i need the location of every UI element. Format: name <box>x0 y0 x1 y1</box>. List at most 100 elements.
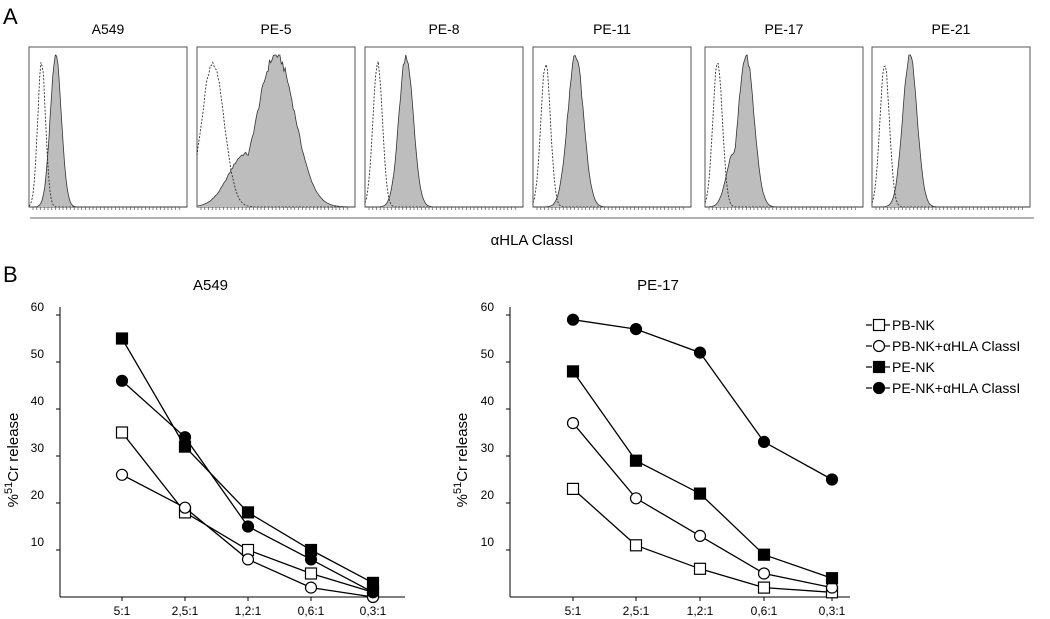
stained-histogram-outline <box>533 54 691 208</box>
y-tick-label: 60 <box>31 300 45 314</box>
x-tick-label: 5:1 <box>114 604 131 618</box>
legend-label: PE-NK <box>892 359 935 375</box>
data-point <box>241 506 255 519</box>
data-point <box>825 473 839 486</box>
y-tick-label: 20 <box>481 488 495 502</box>
histogram-title: PE-11 <box>593 21 631 37</box>
series-square-filled <box>566 365 839 585</box>
histogram-pe-11: PE-11 <box>532 21 692 210</box>
histogram-pe-21: PE-21 <box>871 21 1031 210</box>
stained-histogram-fill <box>705 55 863 207</box>
series-circle-open <box>566 417 839 594</box>
data-point <box>566 365 580 378</box>
y-tick-label: 20 <box>31 488 45 502</box>
legend-label: PB-NK+αHLA ClassI <box>892 338 1020 354</box>
legend-marker <box>872 381 886 395</box>
line-chart-a549: A549 10 20 30 40 50 60 5:1 2,5:1 1,2:1 0,6:1 0,3:1%… <box>3 277 405 618</box>
data-point <box>566 313 580 326</box>
histogram-title: PE-17 <box>765 21 804 37</box>
histogram-title: PE-21 <box>932 21 971 37</box>
data-point <box>693 487 707 500</box>
data-point <box>115 332 129 345</box>
data-point <box>566 482 580 495</box>
data-point <box>757 548 771 561</box>
chart-legend: PB-NK PB-NK+αHLA ClassI PE-NK PE-NK+αHLA Cl… <box>866 317 1020 396</box>
data-point <box>241 553 255 566</box>
histogram-pe-5: PE-5 <box>196 21 356 210</box>
legend-label: PB-NK <box>892 317 935 333</box>
data-point <box>178 501 192 514</box>
legend-item: PB-NK+αHLA ClassI <box>866 338 1020 354</box>
legend-item: PE-NK+αHLA ClassI <box>866 380 1020 396</box>
data-point <box>566 417 580 430</box>
histogram-pe-8: PE-8 <box>364 21 524 210</box>
isotype-histogram <box>364 61 523 208</box>
x-tick-label: 5:1 <box>565 604 582 618</box>
series-circle-filled <box>115 374 380 599</box>
data-point <box>629 454 643 467</box>
histogram-title: PE-8 <box>428 21 459 37</box>
chart-title: PE-17 <box>637 277 679 294</box>
y-tick-label: 30 <box>31 441 45 455</box>
data-point <box>629 492 643 505</box>
stained-histogram-fill <box>29 55 187 207</box>
y-tick-label: 50 <box>481 347 495 361</box>
series-square-open <box>566 482 839 599</box>
data-point <box>629 539 643 552</box>
x-tick-label: 1,2:1 <box>235 604 262 618</box>
x-tick-label: 0,3:1 <box>819 604 846 618</box>
histogram-frame <box>871 46 1031 208</box>
stained-histogram-outline <box>365 54 523 208</box>
histogram-frame <box>364 46 524 208</box>
line-chart-pe17: PE-17 10 20 30 40 50 60 5:1 2,5:1 1,2:1 0,6:1 0,3:1… <box>452 277 850 618</box>
stained-histogram-fill <box>533 55 691 208</box>
data-point <box>304 567 318 580</box>
legend-item: PB-NK <box>866 317 935 333</box>
x-tick-label: 2,5:1 <box>623 604 650 618</box>
legend-marker <box>872 339 886 353</box>
data-point <box>366 586 380 599</box>
data-point <box>757 567 771 580</box>
y-axis-label: %51Cr release <box>3 413 22 508</box>
y-tick-label: 10 <box>481 535 495 549</box>
data-point <box>115 468 129 481</box>
y-tick-label: 40 <box>481 394 495 408</box>
data-point <box>178 431 192 444</box>
histogram-pe-17: PE-17 <box>704 21 864 210</box>
histogram-title: A549 <box>92 21 125 37</box>
histogram-title: PE-5 <box>260 21 291 37</box>
legend-item: PE-NK <box>866 359 935 375</box>
data-point <box>693 562 707 575</box>
y-tick-label: 50 <box>31 347 45 361</box>
series-circle-filled <box>566 313 839 486</box>
chart-title: A549 <box>193 277 228 294</box>
y-tick-label: 40 <box>31 394 45 408</box>
isotype-histogram <box>532 63 691 208</box>
stained-histogram-fill <box>872 55 1030 207</box>
x-tick-label: 0,6:1 <box>298 604 325 618</box>
stained-histogram-fill <box>365 55 523 207</box>
data-point <box>757 435 771 448</box>
x-tick-label: 2,5:1 <box>172 604 199 618</box>
legend-marker <box>872 318 886 332</box>
data-point <box>115 426 129 439</box>
data-point <box>693 529 707 543</box>
histogram-a549: A549 <box>28 21 188 210</box>
stained-histogram-fill <box>197 55 355 207</box>
data-point <box>304 581 318 594</box>
data-point <box>629 323 643 336</box>
x-tick-label: 0,3:1 <box>360 604 387 618</box>
data-point <box>825 572 839 585</box>
series-line <box>572 319 833 481</box>
isotype-histogram <box>871 65 1030 208</box>
x-tick-label: 0,6:1 <box>751 604 778 618</box>
y-tick-label: 10 <box>31 535 45 549</box>
legend-marker <box>872 360 886 374</box>
data-point <box>693 346 707 359</box>
panel-a-label: A <box>3 4 18 29</box>
y-tick-label: 60 <box>481 300 495 314</box>
histogram-frame <box>532 46 692 208</box>
panel-b-label: B <box>3 262 18 287</box>
data-point <box>241 520 255 533</box>
